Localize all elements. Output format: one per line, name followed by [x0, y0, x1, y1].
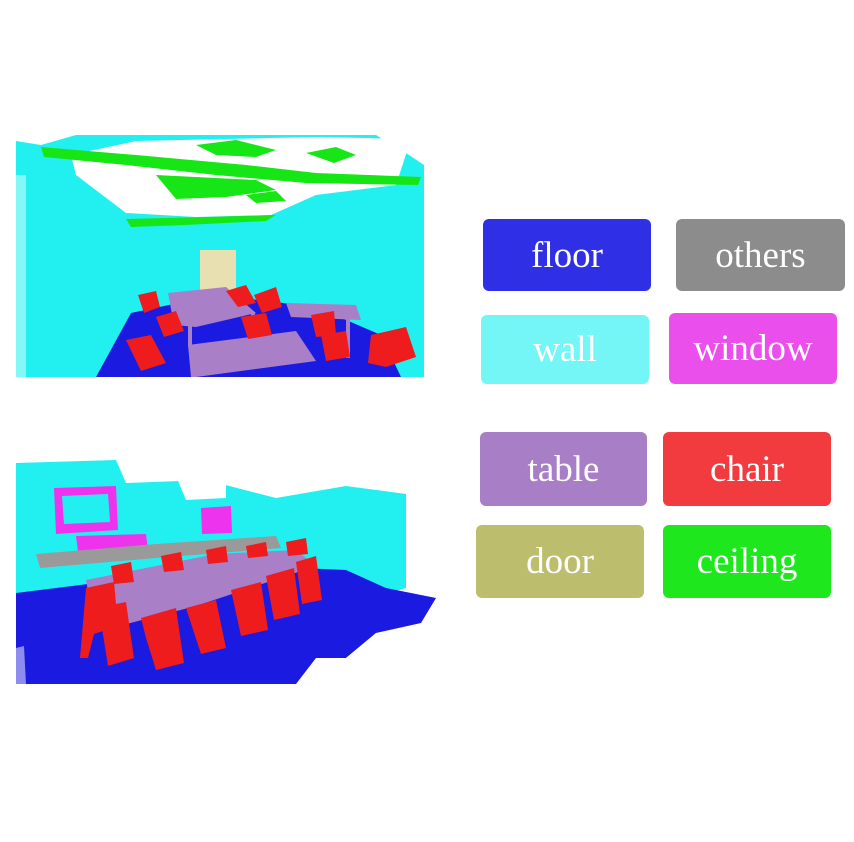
- scene-bottom-chair: [80, 582, 118, 658]
- scene-bottom-others: [36, 536, 281, 568]
- legend-label-wall: wall: [481, 315, 649, 384]
- legend-label-floor: floor: [483, 219, 651, 291]
- legend-label-window: window: [669, 313, 837, 384]
- segmentation-scene-bottom: [16, 458, 436, 684]
- scene-top-ceiling: [41, 147, 421, 185]
- legend-label-ceiling: ceiling: [663, 525, 831, 598]
- legend-label-others: others: [676, 219, 845, 291]
- scene-top-chair: [138, 291, 160, 313]
- legend-label-chair: chair: [663, 432, 831, 506]
- scene-top-door: [200, 250, 236, 292]
- segmentation-scene-top: [16, 135, 424, 377]
- scene-bottom-table: [86, 550, 316, 628]
- legend-label-table: table: [480, 432, 647, 506]
- legend-label-door: door: [476, 525, 644, 598]
